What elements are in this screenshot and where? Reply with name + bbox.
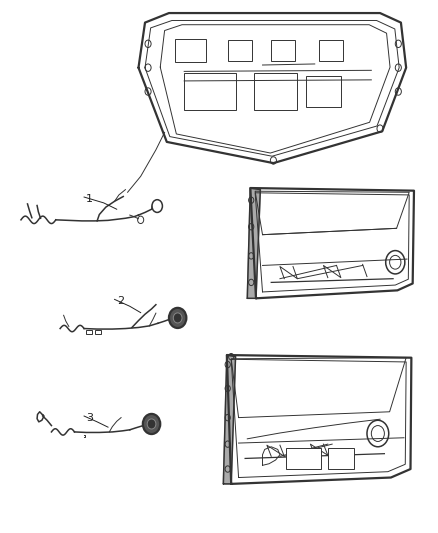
Bar [306, 76, 341, 108]
Text: 3: 3 [86, 413, 93, 423]
Ellipse shape [169, 308, 186, 328]
Polygon shape [247, 188, 260, 298]
Bar [319, 39, 343, 61]
Bar [328, 448, 354, 469]
Bar [86, 329, 92, 334]
Bar [184, 73, 237, 110]
Ellipse shape [173, 313, 182, 323]
Polygon shape [223, 355, 236, 484]
Bar [271, 39, 295, 61]
Text: 2: 2 [117, 296, 124, 306]
Ellipse shape [143, 414, 160, 434]
Bar [254, 73, 297, 110]
Ellipse shape [147, 419, 156, 429]
Bar [228, 39, 252, 61]
Bar [286, 448, 321, 469]
Bar [95, 329, 101, 334]
Text: 1: 1 [86, 193, 93, 204]
Bar [176, 38, 206, 62]
